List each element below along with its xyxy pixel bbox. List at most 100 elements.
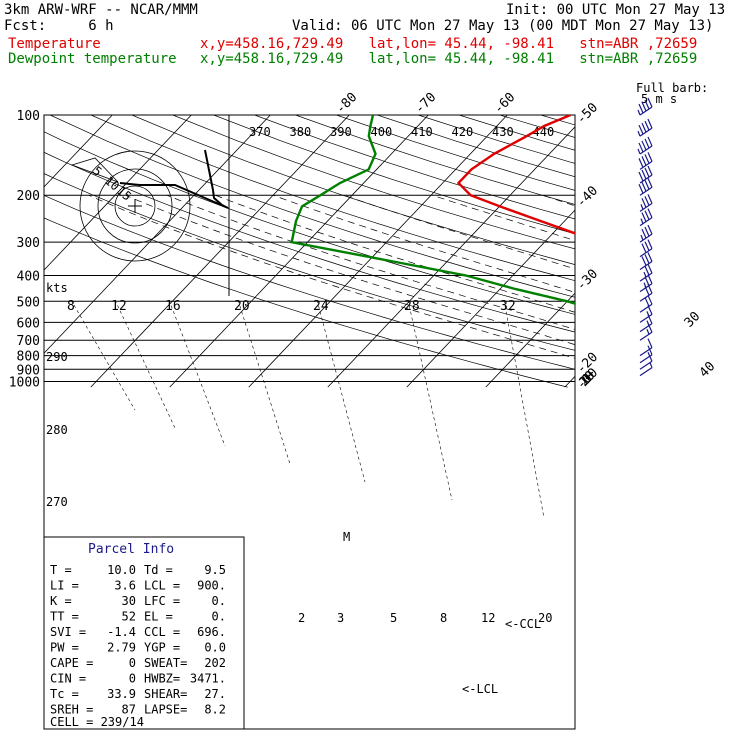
- theta-label: 390: [330, 125, 352, 139]
- dry-adiabat: [44, 195, 575, 370]
- pressure-tick-label: 300: [17, 236, 40, 251]
- wind-barb-flag: [641, 198, 647, 208]
- moist-adiabat: [272, 194, 575, 293]
- hodo-speed-guide: [316, 299, 366, 483]
- dewpoint-profile: [290, 115, 575, 305]
- wind-barb-flag: [647, 136, 653, 147]
- dewpoint-location: x,y=458.16,729.49 lat,lon= 45.44, -98.41…: [200, 51, 698, 67]
- parcel-param-value: 0: [129, 672, 136, 686]
- isotherm-label: -50: [574, 100, 601, 127]
- wind-barb: [639, 303, 653, 313]
- wind-barb-flag: [638, 142, 644, 153]
- hodograph-wedge: [70, 157, 119, 183]
- isotherm-label: -40: [574, 183, 601, 210]
- pressure-tick-label: 900: [17, 363, 40, 378]
- parcel-param-value: 9.5: [204, 563, 226, 577]
- wind-barb-flag: [641, 228, 647, 239]
- wind-barb-flag: [638, 124, 644, 135]
- isotherm-label: -60: [491, 90, 518, 117]
- temperature-profile: [456, 115, 575, 235]
- dry-adiabat: [49, 115, 575, 298]
- dry-adiabat: [458, 115, 575, 151]
- wind-barb-flag: [641, 243, 647, 253]
- wind-barb-flag: [644, 210, 650, 220]
- parcel-cell: CELL = 239/14: [50, 715, 144, 729]
- parcel-param-name: EL =: [144, 610, 173, 624]
- pressure-tick-label: 1000: [9, 376, 40, 391]
- isotherm-line: [564, 375, 575, 388]
- wind-barb-flag: [647, 118, 653, 129]
- parcel-param-value: 696.: [197, 625, 226, 639]
- hodo-speed-label: 24: [313, 299, 329, 314]
- wind-barb-flag: [641, 169, 647, 180]
- mixing-ratio-label: 20: [538, 611, 552, 625]
- isotherm-line: [644, 115, 740, 387]
- wind-barb-flag: [647, 263, 653, 274]
- wind-barb-flag: [638, 103, 644, 114]
- parcel-param-value: 52: [122, 610, 136, 624]
- dry-adiabat: [44, 217, 568, 388]
- wind-barb-flag: [644, 241, 650, 251]
- isotherm-label: 40: [697, 359, 719, 381]
- wind-barb-flag: [647, 295, 653, 305]
- parcel-param-value: 2.79: [107, 641, 136, 655]
- pressure-tick-label: 800: [17, 350, 40, 365]
- wind-barb-flag: [647, 224, 653, 235]
- parcel-param-name: Td =: [144, 563, 173, 577]
- dry-adiabat: [44, 151, 575, 333]
- wind-barb-flag: [641, 140, 647, 151]
- moist-adiabat: [542, 194, 575, 207]
- theta-label: 370: [249, 125, 271, 139]
- theta-label: 420: [452, 125, 474, 139]
- mixing-ratio-label: 12: [481, 611, 495, 625]
- pressure-tick-label: 500: [17, 295, 40, 310]
- parcel-param-value: 33.9: [107, 687, 136, 701]
- parcel-param-value: 0.: [212, 594, 226, 608]
- wind-barb-flag: [644, 196, 650, 206]
- mixing-ratio-label: 2: [298, 611, 305, 625]
- isotherm-line: [327, 126, 575, 388]
- hodo-speed-label: 8: [67, 299, 75, 314]
- pressure-tick-label: 400: [17, 269, 40, 284]
- wind-barb-flag: [644, 99, 650, 110]
- wind-barb-flag: [647, 314, 653, 324]
- wind-barb-flag: [641, 156, 647, 166]
- wind-barb-flag: [647, 97, 653, 108]
- parcel-param-name: CCL =: [144, 625, 180, 639]
- dry-adiabat: [582, 115, 740, 387]
- hodo-speed-label: 20: [234, 299, 250, 314]
- hodograph-unit: kts: [46, 281, 68, 295]
- wind-barb-flag: [647, 152, 653, 162]
- isotherm-line: [406, 209, 575, 388]
- hodograph-ring: [114, 185, 156, 227]
- isotherm-line: [248, 115, 508, 388]
- theta-label: 410: [411, 125, 433, 139]
- parcel-param-value: 10.0: [107, 563, 136, 577]
- wind-barb-flag: [647, 194, 653, 204]
- wind-barb-flag: [644, 254, 650, 264]
- theta-label: 270: [46, 495, 68, 509]
- wind-barb-half: [640, 234, 644, 241]
- dewpoint-legend-label: Dewpoint temperature: [8, 51, 177, 67]
- parcel-param-value: 0: [129, 656, 136, 670]
- parcel-param-value: 3.6: [114, 579, 136, 593]
- isotherm-label: -30: [574, 267, 601, 294]
- parcel-param-value: 87: [122, 703, 136, 717]
- mixing-ratio-line: [660, 322, 666, 381]
- wind-barb-flag: [647, 305, 653, 315]
- wind-barb: [639, 313, 653, 323]
- wind-barb-flag: [641, 212, 647, 222]
- parcel-param-name: YGP =: [144, 641, 180, 655]
- hodo-speed-guide: [168, 299, 226, 447]
- moist-adiabat: [215, 194, 575, 313]
- dry-adiabat: [254, 115, 575, 220]
- dry-adiabat: [90, 115, 575, 282]
- ccl-marker: <-CCL: [505, 617, 541, 631]
- parcel-param-name: K =: [50, 594, 72, 608]
- wind-barb-flag: [644, 179, 650, 190]
- dry-adiabat: [213, 115, 575, 235]
- isotherm-label: -70: [412, 90, 439, 117]
- pressure-tick-label: 200: [17, 189, 40, 204]
- wind-barb-half: [646, 328, 650, 335]
- hodo-speed-label: 12: [111, 299, 127, 314]
